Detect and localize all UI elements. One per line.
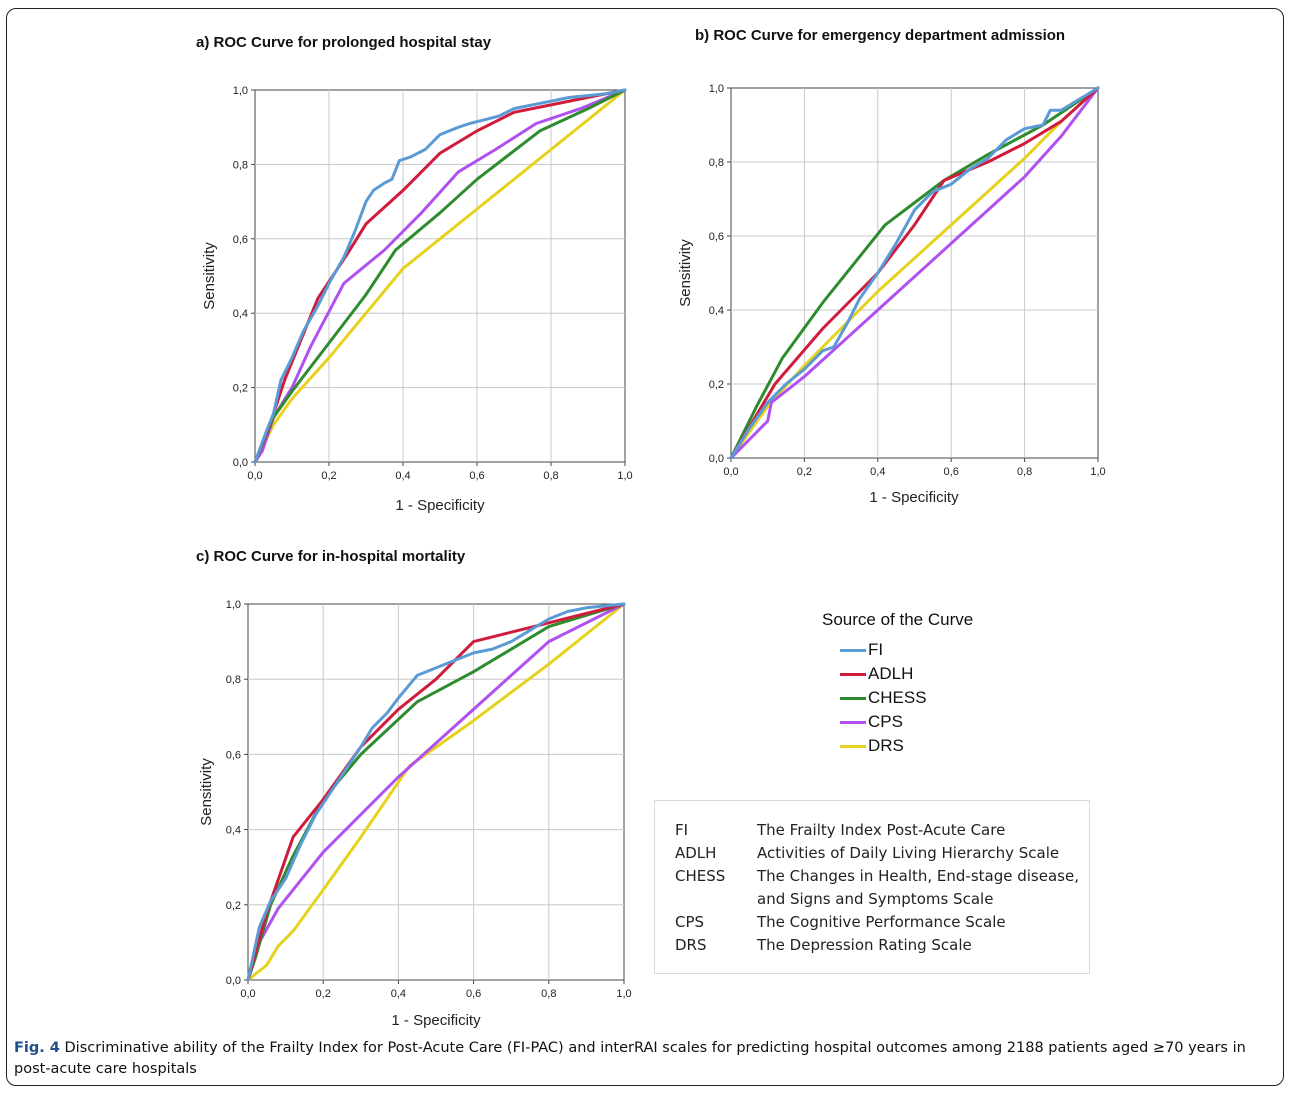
abbreviation-row: CHESS The Changes in Health, End-stage di…	[675, 865, 1089, 911]
legend-label-fi: FI	[868, 640, 884, 659]
y-tick-label-0-5: 1,0	[233, 85, 248, 97]
abbreviation-description: Activities of Daily Living Hierarchy Sca…	[757, 844, 1060, 862]
y-tick-label-1-4: 0,8	[709, 157, 724, 169]
x-tick-label-2-4: 0,8	[541, 988, 556, 1000]
y-tick-label-0-0: 0,0	[233, 457, 248, 469]
legend-label-drs: DRS	[868, 736, 904, 755]
legend-item-fi: FI	[822, 638, 1022, 662]
y-tick-label-2-4: 0,8	[226, 674, 241, 686]
abbreviation-row: FI The Frailty Index Post-Acute Care	[675, 819, 1089, 842]
y-tick-label-1-0: 0,0	[709, 453, 724, 465]
x-tick-label-0-5: 1,0	[617, 470, 632, 482]
y-tick-label-2-5: 1,0	[226, 599, 241, 611]
panel-c-title: c) ROC Curve for in-hospital mortality	[196, 548, 466, 565]
caption-label: Fig. 4	[14, 1040, 60, 1056]
series-line-cps-1	[729, 86, 1100, 460]
abbreviation-table: FI The Frailty Index Post-Acute Care ADLH A…	[654, 800, 1090, 974]
series-line-adlh-0	[253, 88, 627, 464]
panel-b-title: b) ROC Curve for emergency department ad…	[695, 27, 1066, 44]
series-line-cps-2	[246, 602, 626, 982]
plot-area-1	[730, 87, 1099, 459]
plot-area-2	[247, 603, 625, 981]
legend-swatch-drs	[840, 744, 866, 748]
x-tick-label-0-0: 0,0	[247, 470, 262, 482]
x-tick-label-0-4: 0,8	[543, 470, 558, 482]
x-tick-label-2-5: 1,0	[616, 988, 631, 1000]
series-line-drs-2	[246, 602, 626, 982]
y-tick-label-2-1: 0,2	[226, 900, 241, 912]
y-axis-label-1: Sensitivity	[677, 239, 694, 307]
legend-item-adlh: ADLH	[822, 662, 1022, 686]
x-tick-label-1-2: 0,4	[870, 466, 885, 478]
abbreviation-row: DRS The Depression Rating Scale	[675, 934, 1089, 957]
abbreviation-row: CPS The Cognitive Performance Scale	[675, 911, 1089, 934]
abbreviation-key: ADLH	[675, 844, 717, 862]
x-tick-label-1-0: 0,0	[723, 466, 738, 478]
y-axis-label-0: Sensitivity	[201, 242, 218, 310]
series-line-drs-0	[253, 88, 627, 464]
legend-label-adlh: ADLH	[868, 664, 914, 683]
x-tick-label-2-3: 0,6	[466, 988, 481, 1000]
x-axis-label-0: 1 - Specificity	[395, 497, 485, 514]
x-axis-label-2: 1 - Specificity	[391, 1012, 481, 1029]
y-tick-label-1-2: 0,4	[709, 305, 724, 317]
abbreviation-description: The Depression Rating Scale	[757, 936, 972, 954]
figure-caption: Fig. 4 Discriminative ability of the Fra…	[14, 1038, 1274, 1080]
abbreviation-description: The Changes in Health, End-stage disease…	[757, 867, 1079, 908]
legend-items: FI ADLH CHESS CPS DRS	[822, 638, 1022, 758]
x-tick-label-0-2: 0,4	[395, 470, 410, 482]
x-tick-label-0-1: 0,2	[321, 470, 336, 482]
abbreviation-key: FI	[675, 821, 689, 839]
y-tick-label-2-3: 0,6	[226, 749, 241, 761]
legend-title: Source of the Curve	[822, 610, 974, 629]
legend-swatch-adlh	[840, 672, 866, 676]
abbreviation-key: CHESS	[675, 867, 726, 885]
abbreviation-key: DRS	[675, 936, 707, 954]
series-line-fi-1	[729, 86, 1100, 460]
y-tick-label-1-5: 1,0	[709, 83, 724, 95]
y-tick-label-1-1: 0,2	[709, 379, 724, 391]
y-tick-label-0-3: 0,6	[233, 234, 248, 246]
figure-frame	[6, 8, 1284, 1086]
x-tick-label-0-3: 0,6	[469, 470, 484, 482]
legend-swatch-chess	[840, 696, 866, 700]
panel-a-title: a) ROC Curve for prolonged hospital stay	[196, 34, 492, 51]
x-tick-label-1-4: 0,8	[1017, 466, 1032, 478]
legend-item-chess: CHESS	[822, 686, 1022, 710]
x-tick-label-2-0: 0,0	[240, 988, 255, 1000]
y-tick-label-0-2: 0,4	[233, 308, 248, 320]
y-axis-label-2: Sensitivity	[198, 758, 215, 826]
y-tick-label-0-1: 0,2	[233, 383, 248, 395]
caption-text: Discriminative ability of the Frailty In…	[14, 1040, 1246, 1077]
x-axis-label-1: 1 - Specificity	[869, 489, 959, 506]
abbreviation-description: The Frailty Index Post-Acute Care	[757, 821, 1006, 839]
legend-item-drs: DRS	[822, 734, 1022, 758]
series-line-adlh-2	[246, 602, 626, 982]
plot-area-0	[254, 89, 626, 463]
abbreviation-description: The Cognitive Performance Scale	[757, 913, 1006, 931]
legend-swatch-cps	[840, 720, 866, 724]
y-tick-label-1-3: 0,6	[709, 231, 724, 243]
series-line-chess-0	[253, 88, 627, 464]
x-tick-label-2-2: 0,4	[391, 988, 406, 1000]
legend-label-chess: CHESS	[868, 688, 927, 707]
legend-item-cps: CPS	[822, 710, 1022, 734]
x-tick-label-1-1: 0,2	[797, 466, 812, 478]
series-line-fi-0	[253, 88, 627, 464]
x-tick-label-2-1: 0,2	[316, 988, 331, 1000]
legend-label-cps: CPS	[868, 712, 903, 731]
abbreviation-row: ADLH Activities of Daily Living Hierarchy…	[675, 842, 1089, 865]
y-tick-label-2-2: 0,4	[226, 825, 241, 837]
chart-legend: Source of the Curve FI ADLH CHESS CPS DRS	[822, 610, 1022, 758]
y-tick-label-2-0: 0,0	[226, 975, 241, 987]
x-tick-label-1-5: 1,0	[1090, 466, 1105, 478]
x-tick-label-1-3: 0,6	[944, 466, 959, 478]
y-tick-label-0-4: 0,8	[233, 159, 248, 171]
abbreviation-key: CPS	[675, 913, 705, 931]
legend-swatch-fi	[840, 648, 866, 652]
series-line-chess-1	[729, 86, 1100, 460]
series-line-adlh-1	[729, 86, 1100, 460]
series-line-fi-2	[246, 602, 626, 982]
